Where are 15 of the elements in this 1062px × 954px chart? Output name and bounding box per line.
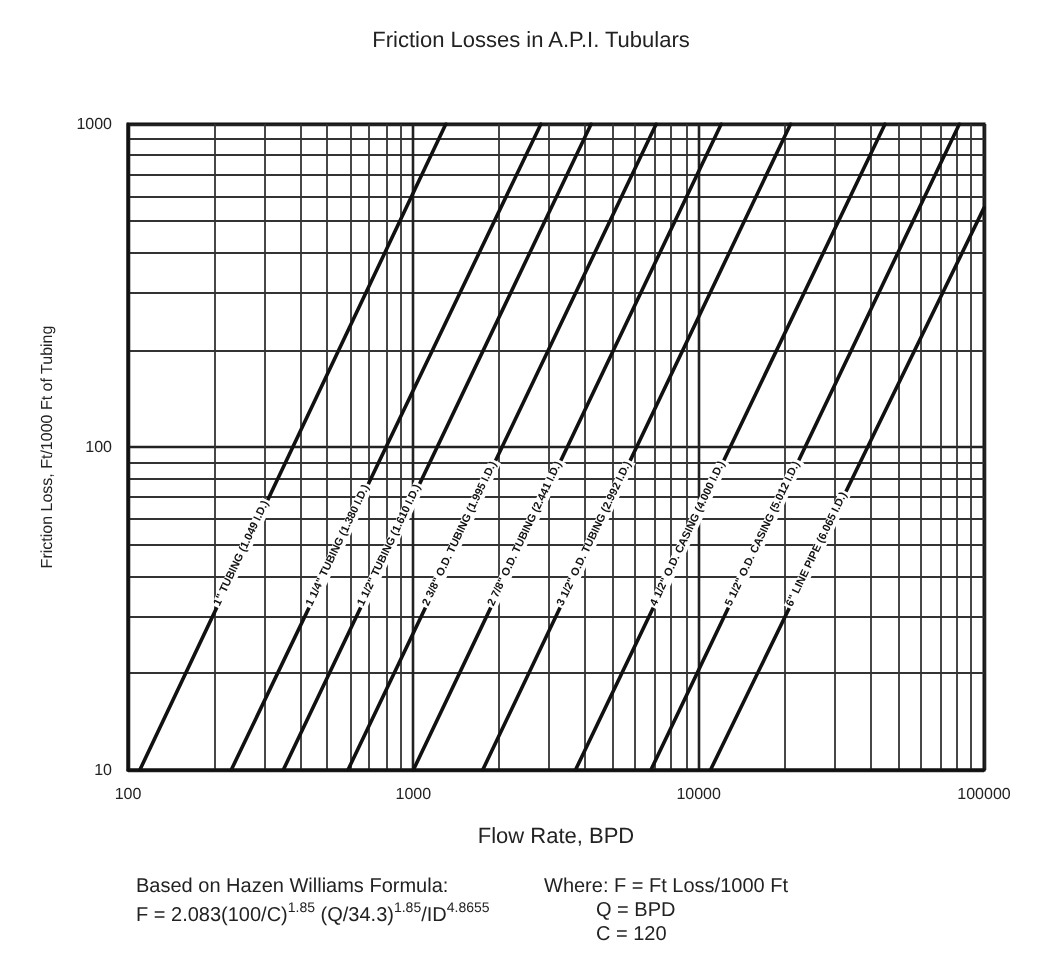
x-tick-label: 100 <box>114 785 143 803</box>
text: Where: F = Ft Loss/1000 Ft <box>544 876 788 898</box>
x-tick-label: 1000 <box>395 785 433 803</box>
y-tick-label: 1000 <box>76 115 114 133</box>
x-tick-label: 10000 <box>676 785 723 803</box>
x-tick-label: 100000 <box>957 785 1012 803</box>
text: Based on Hazen Williams Formula: <box>136 876 449 898</box>
y-axis-title: Friction Loss, Ft/1000 Ft of Tubing <box>37 325 56 569</box>
y-tick-label: 100 <box>85 438 114 456</box>
y-tick-label: 10 <box>94 761 114 779</box>
text: C = 120 <box>596 924 667 946</box>
chart-title: Friction Losses in A.P.I. Tubulars <box>372 29 691 53</box>
x-axis-title: Flow Rate, BPD <box>477 825 635 849</box>
text: Q = BPD <box>596 900 676 922</box>
text: F = 2.083(100/C)$^{1.85}$ (Q/34.3)$^{1.85}$/ID$^{4.8655}$ <box>136 902 490 927</box>
